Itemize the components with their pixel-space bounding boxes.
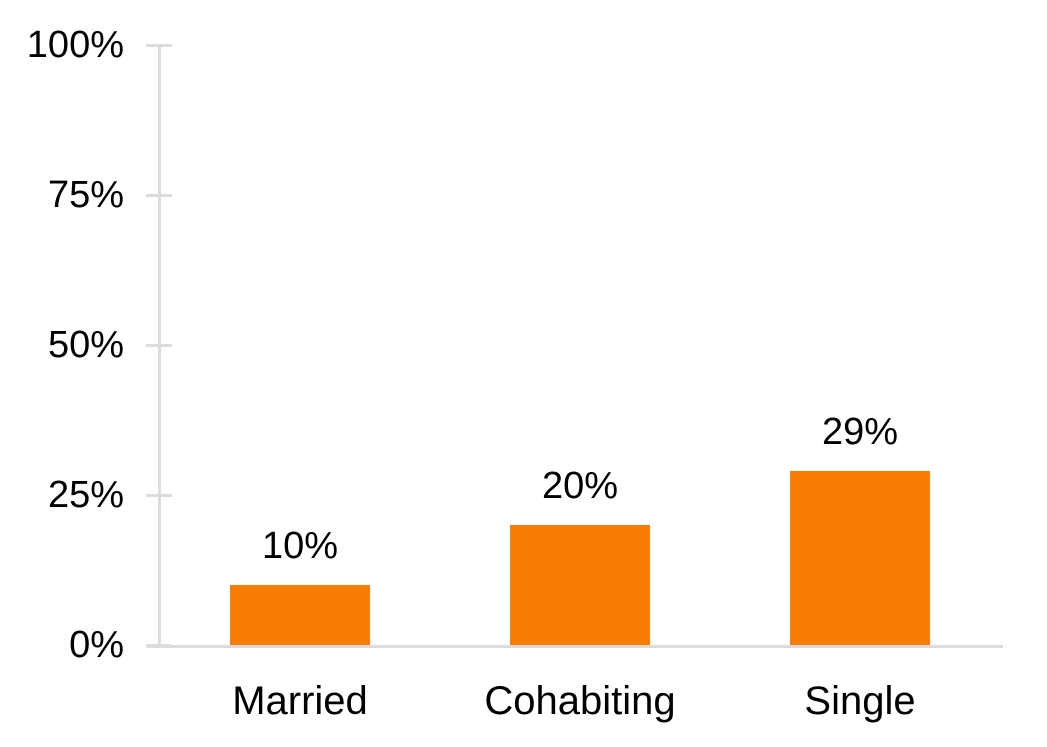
category-label-married: Married	[232, 679, 368, 723]
value-label-single: 29%	[821, 411, 899, 453]
y-tick-mark	[146, 644, 172, 647]
value-label-married: 10%	[261, 525, 339, 567]
y-tick-label: 50%	[47, 324, 124, 366]
y-tick-label: 75%	[47, 174, 124, 216]
y-tick-mark	[146, 344, 172, 347]
y-tick-mark	[146, 44, 172, 47]
y-tick-label: 0%	[69, 624, 124, 666]
y-tick-mark	[146, 194, 172, 197]
category-label-single: Single	[804, 679, 916, 723]
bar-cohabiting	[510, 525, 650, 645]
bar-married	[230, 585, 370, 645]
x-axis-baseline	[147, 645, 1003, 648]
y-tick-mark	[146, 494, 172, 497]
y-tick-label: 25%	[47, 474, 124, 516]
bar-single	[790, 471, 930, 645]
category-label-cohabiting: Cohabiting	[484, 679, 676, 723]
value-label-cohabiting: 20%	[541, 465, 619, 507]
y-tick-label: 100%	[26, 24, 124, 66]
